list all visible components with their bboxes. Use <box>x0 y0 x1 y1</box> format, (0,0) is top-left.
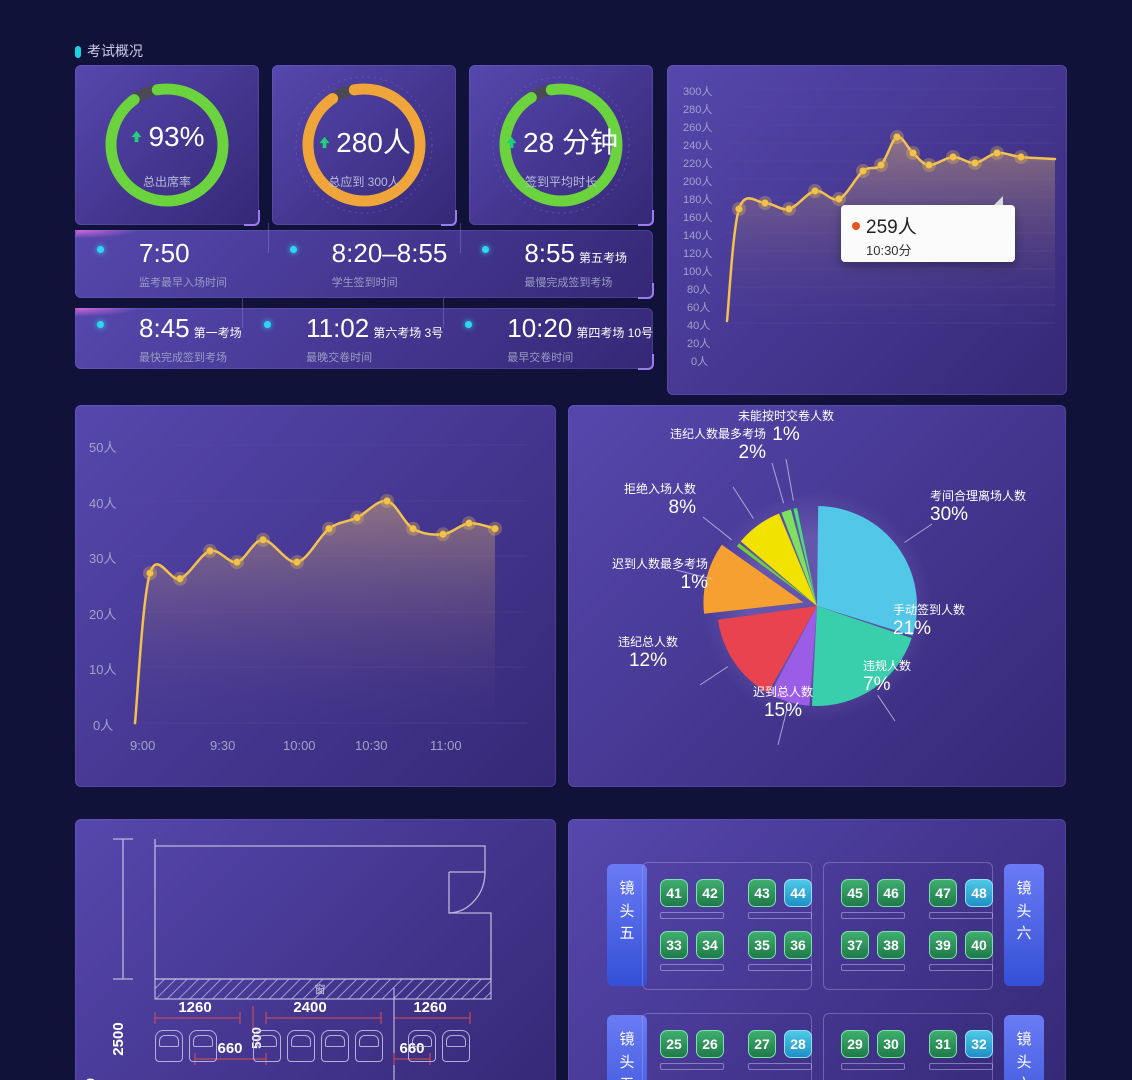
svg-text:1260: 1260 <box>413 999 446 1016</box>
svg-text:窗: 窗 <box>315 982 326 996</box>
svg-text:2500: 2500 <box>110 1022 127 1055</box>
svg-text:1260: 1260 <box>178 999 211 1016</box>
svg-text:2400: 2400 <box>293 999 326 1016</box>
